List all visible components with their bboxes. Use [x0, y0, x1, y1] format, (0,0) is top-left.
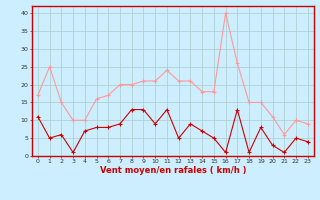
X-axis label: Vent moyen/en rafales ( km/h ): Vent moyen/en rafales ( km/h ) — [100, 166, 246, 175]
